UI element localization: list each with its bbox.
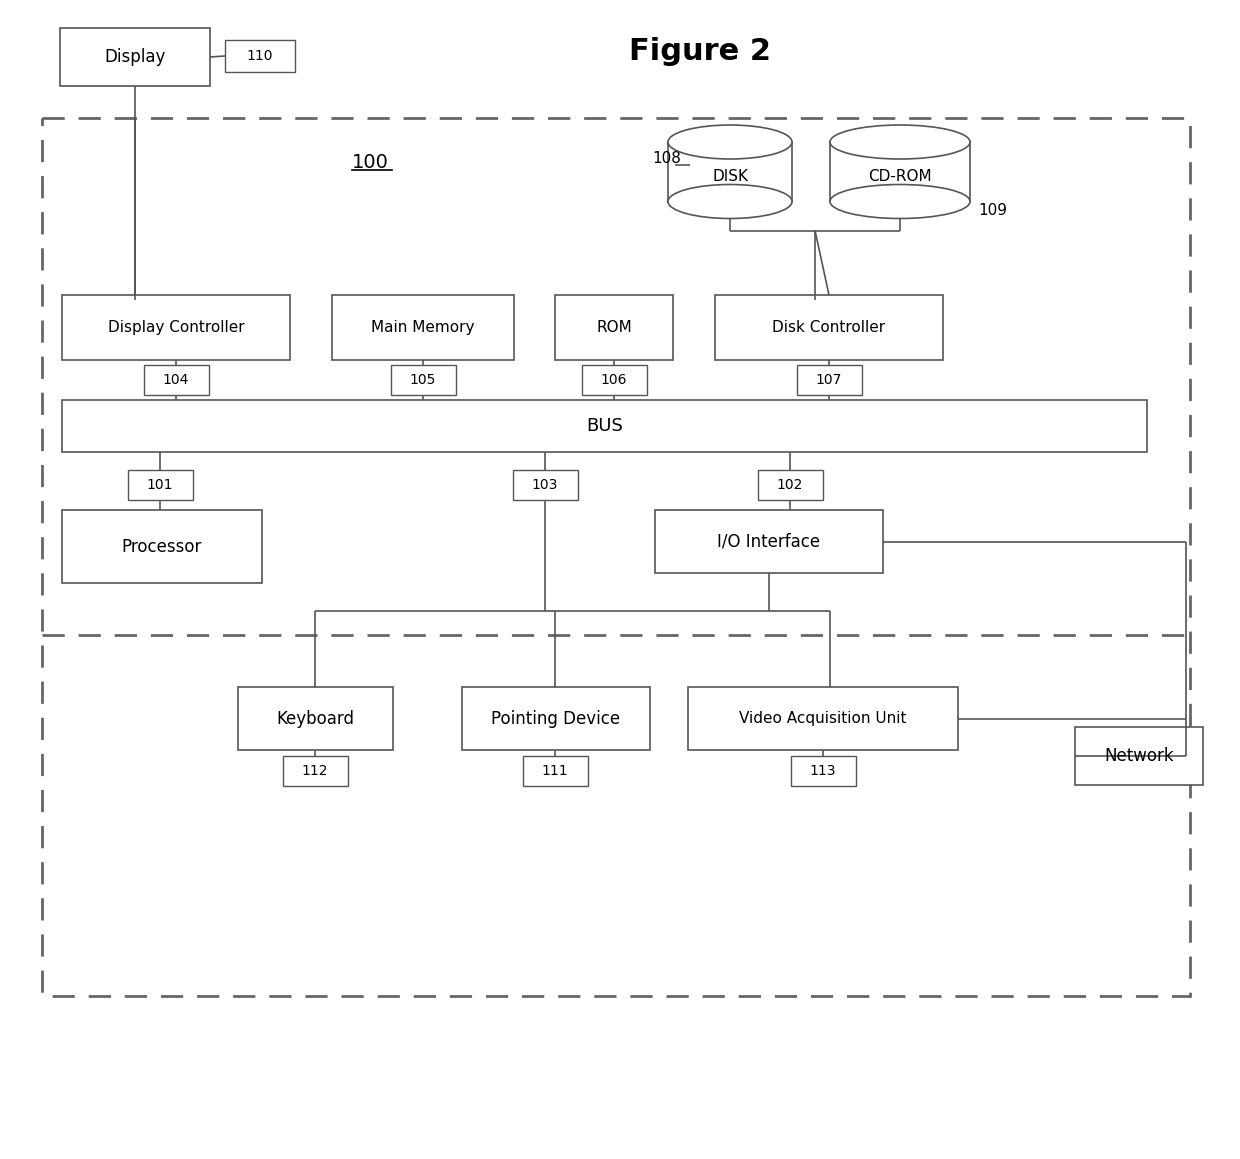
FancyBboxPatch shape bbox=[332, 296, 515, 360]
Text: 107: 107 bbox=[816, 373, 842, 387]
FancyBboxPatch shape bbox=[522, 756, 588, 786]
Text: DISK: DISK bbox=[712, 169, 748, 184]
FancyBboxPatch shape bbox=[144, 365, 208, 395]
Text: Network: Network bbox=[1104, 748, 1174, 765]
FancyBboxPatch shape bbox=[655, 510, 883, 573]
Text: 113: 113 bbox=[810, 764, 836, 778]
Text: 108: 108 bbox=[652, 151, 681, 166]
Text: CD-ROM: CD-ROM bbox=[868, 169, 931, 184]
FancyBboxPatch shape bbox=[791, 756, 856, 786]
Text: I/O Interface: I/O Interface bbox=[718, 532, 821, 551]
FancyBboxPatch shape bbox=[796, 365, 862, 395]
Ellipse shape bbox=[830, 125, 970, 159]
FancyBboxPatch shape bbox=[758, 471, 822, 500]
FancyBboxPatch shape bbox=[463, 687, 650, 750]
Text: 104: 104 bbox=[162, 373, 190, 387]
FancyBboxPatch shape bbox=[62, 510, 262, 583]
Text: 100: 100 bbox=[352, 153, 388, 172]
Text: 103: 103 bbox=[532, 478, 558, 493]
Text: 112: 112 bbox=[301, 764, 329, 778]
Text: Display: Display bbox=[104, 48, 166, 66]
FancyBboxPatch shape bbox=[391, 365, 455, 395]
FancyBboxPatch shape bbox=[830, 143, 970, 202]
FancyBboxPatch shape bbox=[1075, 727, 1203, 785]
Text: 109: 109 bbox=[978, 203, 1007, 218]
FancyBboxPatch shape bbox=[688, 687, 959, 750]
Ellipse shape bbox=[668, 125, 792, 159]
Text: Keyboard: Keyboard bbox=[277, 709, 355, 728]
FancyBboxPatch shape bbox=[582, 365, 646, 395]
Text: Disk Controller: Disk Controller bbox=[773, 320, 885, 335]
FancyBboxPatch shape bbox=[283, 756, 347, 786]
Text: ROM: ROM bbox=[596, 320, 632, 335]
FancyBboxPatch shape bbox=[715, 296, 942, 360]
FancyBboxPatch shape bbox=[556, 296, 673, 360]
Text: 105: 105 bbox=[409, 373, 436, 387]
Ellipse shape bbox=[830, 184, 970, 219]
Text: Main Memory: Main Memory bbox=[371, 320, 475, 335]
FancyBboxPatch shape bbox=[668, 143, 792, 202]
Text: BUS: BUS bbox=[587, 417, 622, 435]
FancyBboxPatch shape bbox=[238, 687, 393, 750]
Text: 110: 110 bbox=[247, 49, 273, 63]
FancyBboxPatch shape bbox=[512, 471, 578, 500]
Text: 101: 101 bbox=[146, 478, 174, 493]
Text: 111: 111 bbox=[542, 764, 568, 778]
FancyBboxPatch shape bbox=[62, 400, 1147, 452]
FancyBboxPatch shape bbox=[60, 28, 210, 86]
Text: 106: 106 bbox=[600, 373, 627, 387]
Ellipse shape bbox=[668, 184, 792, 219]
Text: Display Controller: Display Controller bbox=[108, 320, 244, 335]
Text: Video Acquisition Unit: Video Acquisition Unit bbox=[739, 710, 906, 726]
FancyBboxPatch shape bbox=[128, 471, 192, 500]
Text: Processor: Processor bbox=[122, 538, 202, 555]
FancyBboxPatch shape bbox=[62, 296, 290, 360]
FancyBboxPatch shape bbox=[224, 41, 295, 72]
Text: Figure 2: Figure 2 bbox=[629, 37, 771, 66]
Text: 102: 102 bbox=[776, 478, 804, 493]
Text: Pointing Device: Pointing Device bbox=[491, 709, 620, 728]
